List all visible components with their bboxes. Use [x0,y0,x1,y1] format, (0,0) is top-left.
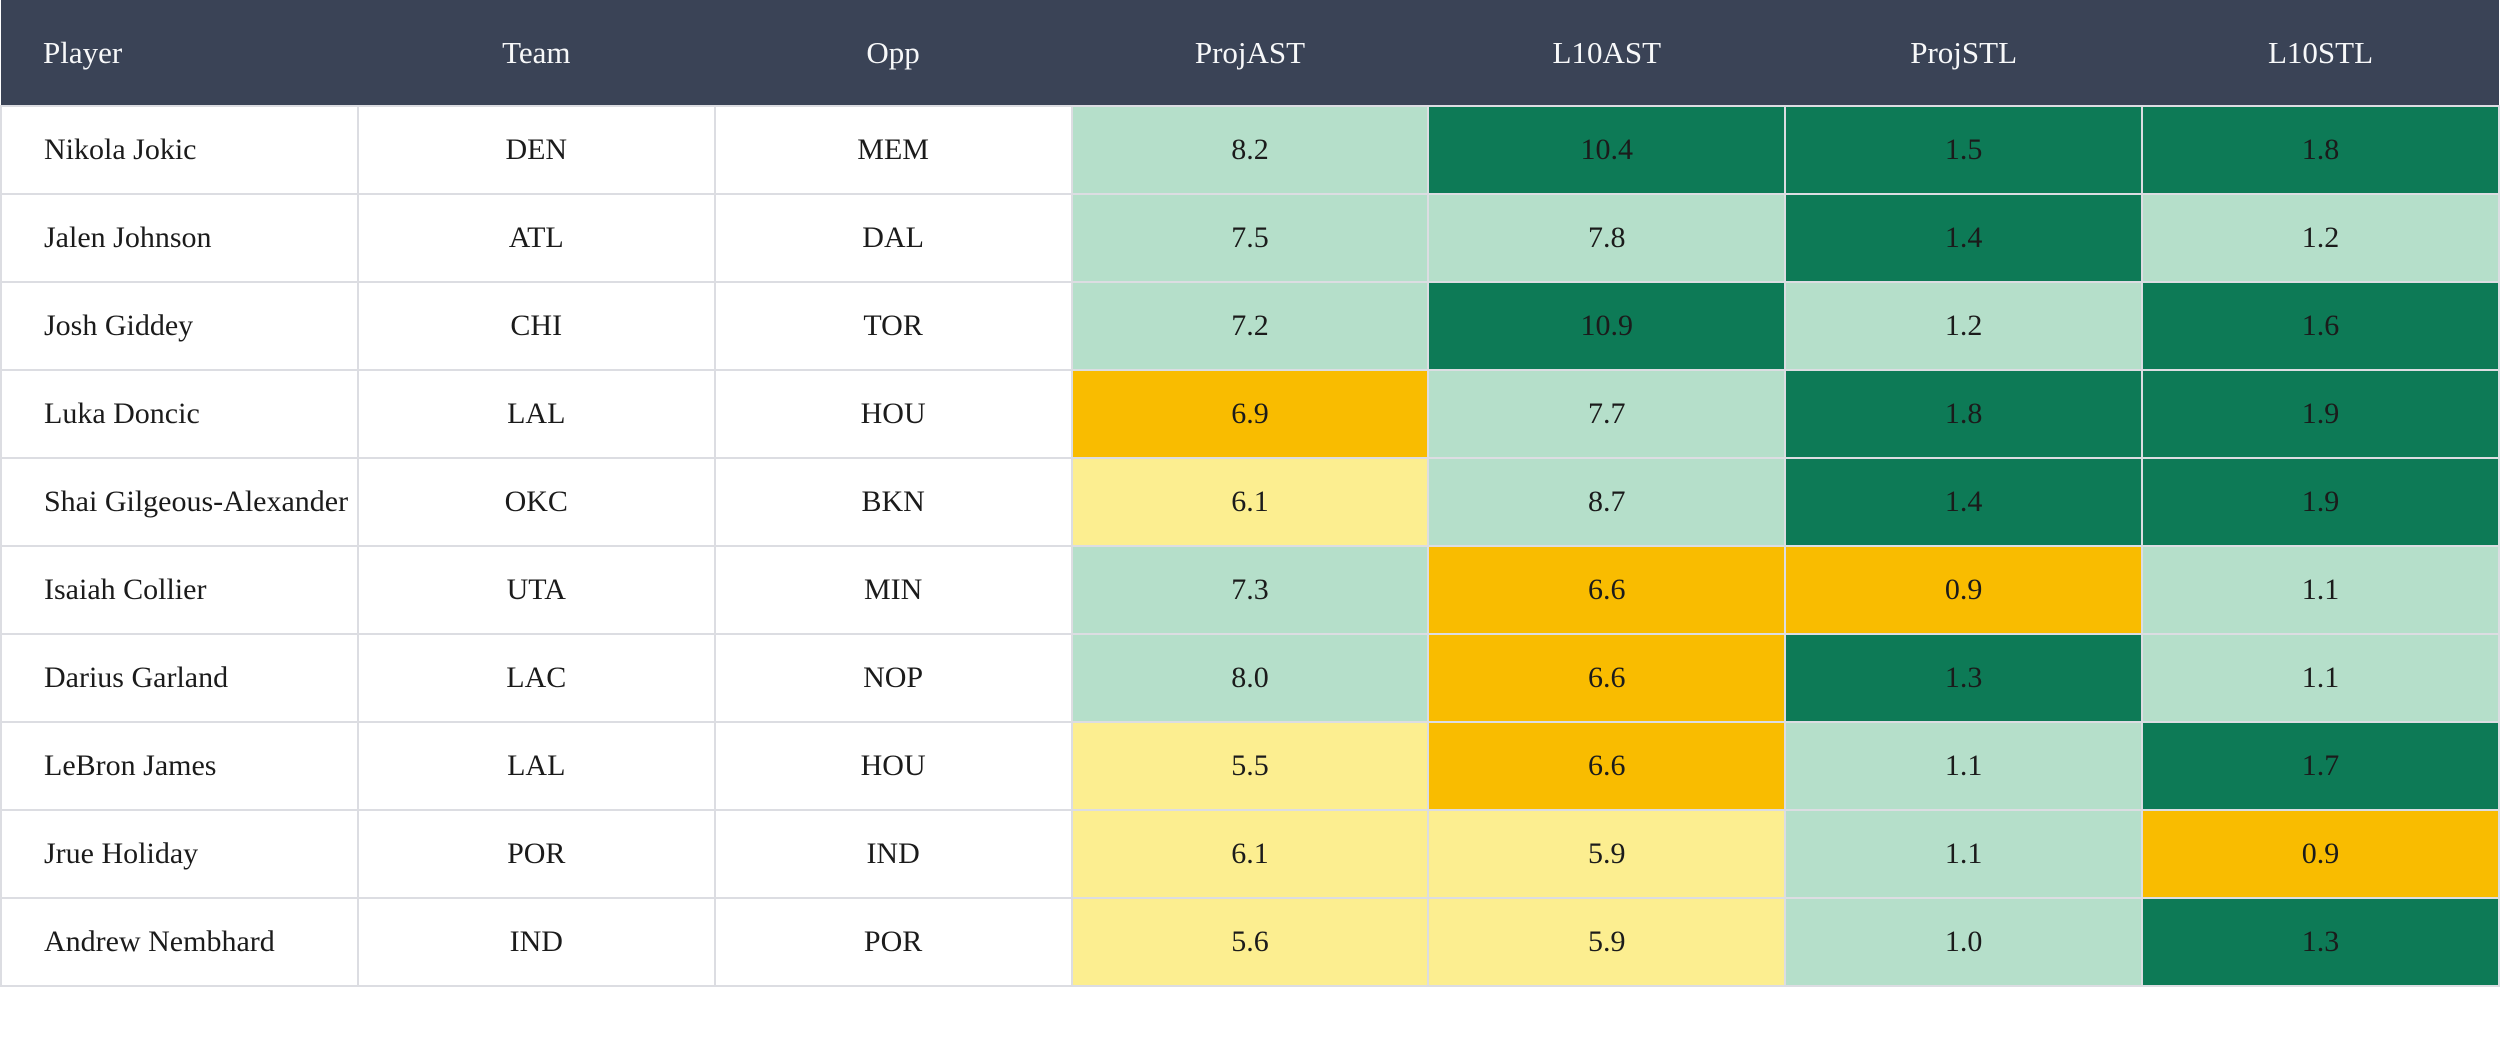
player-stats-table: Player Team Opp ProjAST L10AST ProjSTL L… [0,0,2500,987]
l10-stl-cell: 1.6 [2141,281,2500,371]
opp-cell: HOU [713,721,1073,811]
column-header-proj-stl[interactable]: ProjSTL [1785,0,2143,106]
team-cell: OKC [356,457,716,547]
team-cell: POR [356,809,716,899]
proj-ast-cell: 6.9 [1070,369,1430,459]
l10-stl-cell: 1.3 [2141,897,2500,987]
l10-ast-cell: 5.9 [1427,897,1787,987]
proj-ast-cell: 7.5 [1070,193,1430,283]
proj-stl-cell: 1.1 [1784,809,2144,899]
l10-ast-cell: 6.6 [1427,721,1787,811]
table-row: Luka Doncic LAL HOU 6.9 7.7 1.8 1.9 [0,369,2500,459]
player-name-cell: Nikola Jokic [0,105,359,195]
proj-stl-cell: 1.8 [1784,369,2144,459]
player-name-cell: Jalen Johnson [0,193,359,283]
opp-cell: DAL [713,193,1073,283]
opp-cell: NOP [713,633,1073,723]
l10-stl-cell: 0.9 [2141,809,2500,899]
opp-cell: HOU [713,369,1073,459]
opp-cell: MIN [713,545,1073,635]
proj-ast-cell: 5.5 [1070,721,1430,811]
column-header-l10-ast[interactable]: L10AST [1428,0,1786,106]
player-name-cell: Luka Doncic [0,369,359,459]
opp-cell: BKN [713,457,1073,547]
table-row: Andrew Nembhard IND POR 5.6 5.9 1.0 1.3 [0,897,2500,987]
proj-stl-cell: 1.4 [1784,457,2144,547]
proj-ast-cell: 6.1 [1070,457,1430,547]
player-name-cell: LeBron James [0,721,359,811]
team-cell: CHI [356,281,716,371]
player-name-cell: Josh Giddey [0,281,359,371]
column-header-l10-stl[interactable]: L10STL [2142,0,2499,106]
team-cell: IND [356,897,716,987]
team-cell: DEN [356,105,716,195]
team-cell: LAL [356,369,716,459]
l10-stl-cell: 1.9 [2141,369,2500,459]
proj-ast-cell: 8.2 [1070,105,1430,195]
l10-stl-cell: 1.1 [2141,633,2500,723]
team-cell: ATL [356,193,716,283]
proj-stl-cell: 1.1 [1784,721,2144,811]
l10-ast-cell: 7.7 [1427,369,1787,459]
column-header-team[interactable]: Team [357,0,715,106]
l10-stl-cell: 1.7 [2141,721,2500,811]
table-row: Jrue Holiday POR IND 6.1 5.9 1.1 0.9 [0,809,2500,899]
table-row: Darius Garland LAC NOP 8.0 6.6 1.3 1.1 [0,633,2500,723]
column-header-proj-ast[interactable]: ProjAST [1071,0,1429,106]
player-name-cell: Isaiah Collier [0,545,359,635]
table-row: Nikola Jokic DEN MEM 8.2 10.4 1.5 1.8 [0,105,2500,195]
proj-ast-cell: 7.2 [1070,281,1430,371]
proj-stl-cell: 0.9 [1784,545,2144,635]
player-name-cell: Shai Gilgeous-Alexander [0,457,359,547]
header-row: Player Team Opp ProjAST L10AST ProjSTL L… [1,0,2499,106]
column-header-player[interactable]: Player [1,0,358,106]
team-cell: LAC [356,633,716,723]
table-row: LeBron James LAL HOU 5.5 6.6 1.1 1.7 [0,721,2500,811]
proj-stl-cell: 1.2 [1784,281,2144,371]
player-name-cell: Andrew Nembhard [0,897,359,987]
table-row: Isaiah Collier UTA MIN 7.3 6.6 0.9 1.1 [0,545,2500,635]
l10-ast-cell: 10.9 [1427,281,1787,371]
opp-cell: MEM [713,105,1073,195]
player-name-cell: Jrue Holiday [0,809,359,899]
opp-cell: POR [713,897,1073,987]
l10-ast-cell: 7.8 [1427,193,1787,283]
proj-stl-cell: 1.0 [1784,897,2144,987]
l10-stl-cell: 1.9 [2141,457,2500,547]
proj-stl-cell: 1.4 [1784,193,2144,283]
proj-ast-cell: 8.0 [1070,633,1430,723]
l10-stl-cell: 1.1 [2141,545,2500,635]
proj-ast-cell: 7.3 [1070,545,1430,635]
table-row: Shai Gilgeous-Alexander OKC BKN 6.1 8.7 … [0,457,2500,547]
team-cell: LAL [356,721,716,811]
table-body: Nikola Jokic DEN MEM 8.2 10.4 1.5 1.8 Ja… [0,105,2500,987]
l10-stl-cell: 1.8 [2141,105,2500,195]
column-header-opp[interactable]: Opp [714,0,1072,106]
table-row: Josh Giddey CHI TOR 7.2 10.9 1.2 1.6 [0,281,2500,371]
opp-cell: TOR [713,281,1073,371]
l10-ast-cell: 5.9 [1427,809,1787,899]
proj-ast-cell: 6.1 [1070,809,1430,899]
table-header: Player Team Opp ProjAST L10AST ProjSTL L… [1,0,2499,106]
l10-ast-cell: 10.4 [1427,105,1787,195]
proj-stl-cell: 1.5 [1784,105,2144,195]
player-name-cell: Darius Garland [0,633,359,723]
l10-stl-cell: 1.2 [2141,193,2500,283]
table-row: Jalen Johnson ATL DAL 7.5 7.8 1.4 1.2 [0,193,2500,283]
proj-ast-cell: 5.6 [1070,897,1430,987]
team-cell: UTA [356,545,716,635]
proj-stl-cell: 1.3 [1784,633,2144,723]
opp-cell: IND [713,809,1073,899]
l10-ast-cell: 6.6 [1427,633,1787,723]
l10-ast-cell: 8.7 [1427,457,1787,547]
l10-ast-cell: 6.6 [1427,545,1787,635]
